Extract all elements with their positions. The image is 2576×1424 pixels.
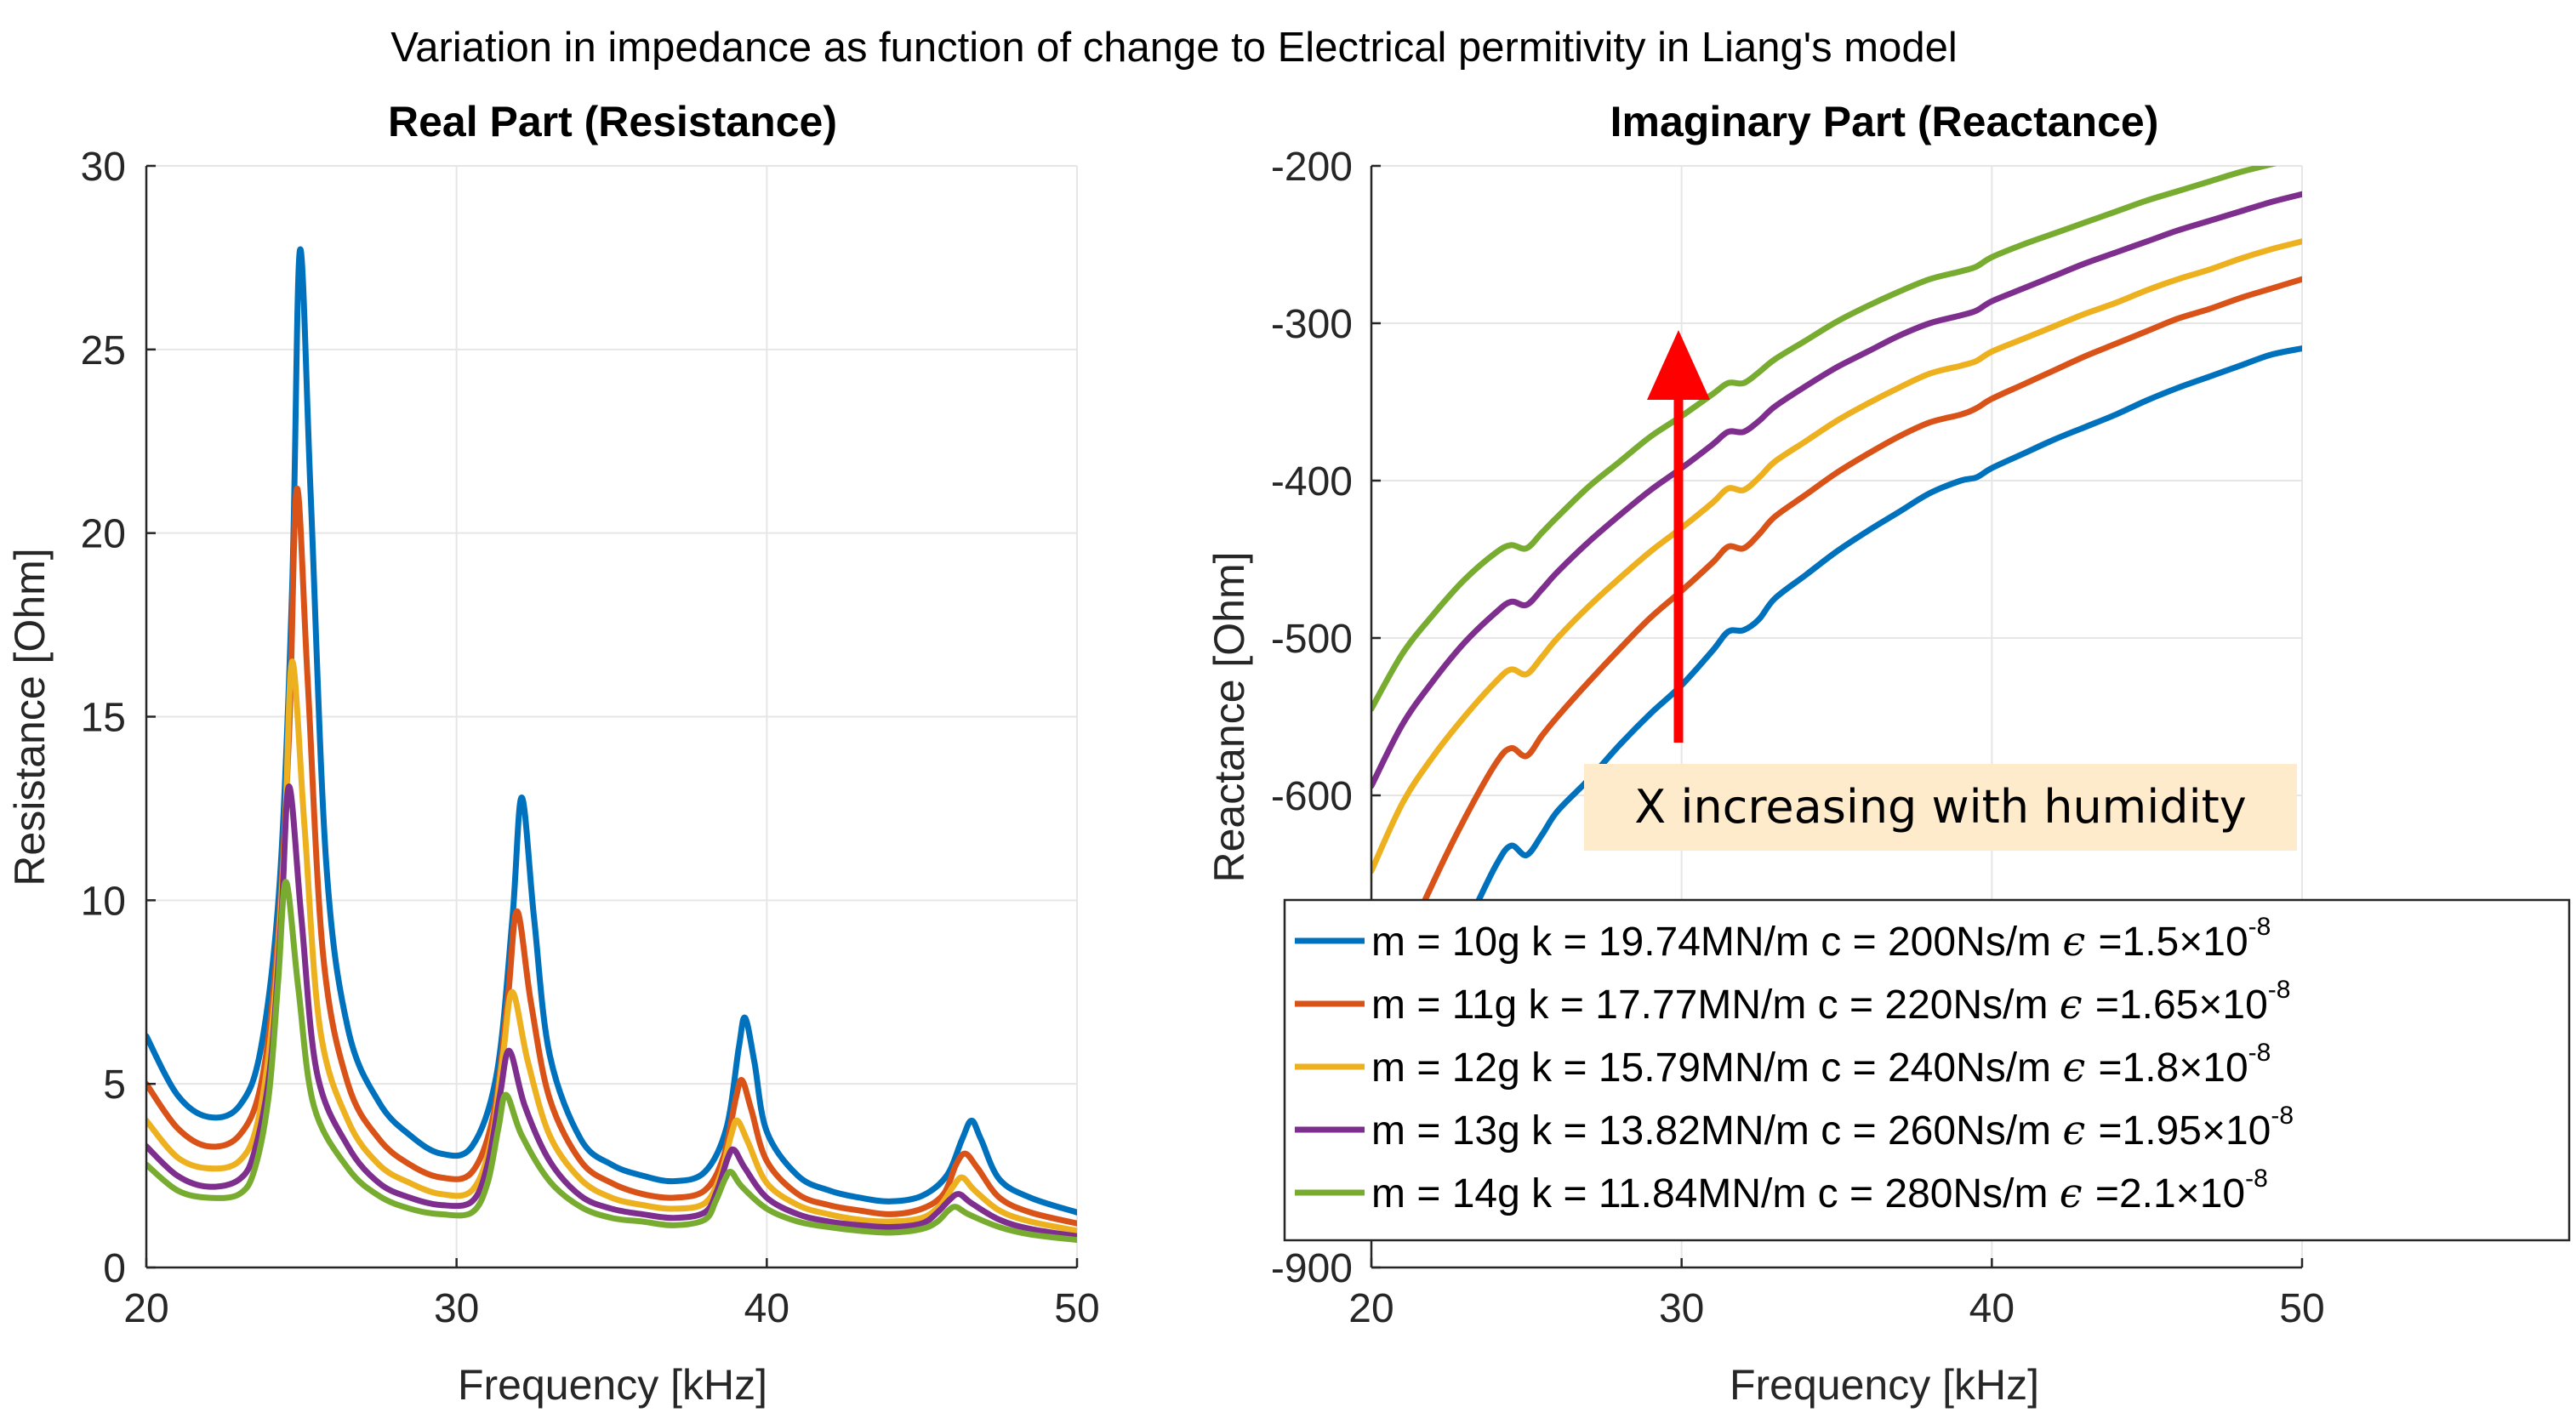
imaginary-part-series-line-2 <box>1371 276 2302 1051</box>
legend-epsilon-symbol: ϵ <box>2062 918 2098 965</box>
imaginary-part-ytick-label: -600 <box>1271 774 1353 819</box>
legend-exponent: -8 <box>2271 1102 2294 1130</box>
real-part-ytick-label: 30 <box>81 145 126 190</box>
legend-exponent: -8 <box>2245 1165 2268 1193</box>
imaginary-part-series-clip <box>1371 166 2302 1145</box>
real-part-series-line-5 <box>146 879 1077 1244</box>
imaginary-part-xtick-label: 30 <box>1659 1286 1704 1331</box>
real-part-ticks: 20 30 40 50 0 5 10 15 20 25 30 <box>81 145 1100 1331</box>
real-part-ytick-label: 10 <box>81 879 126 924</box>
imaginary-part-xlabel: Frequency [kHz] <box>1730 1361 2039 1409</box>
imaginary-part-ytick-label: -400 <box>1271 459 1353 504</box>
imaginary-part-series-line-3 <box>1371 238 2302 874</box>
legend-epsilon-symbol: ϵ <box>2062 1044 2098 1091</box>
imaginary-part-ylabel: Reactance [Ohm] <box>1205 551 1253 882</box>
legend-entries: m = 10g k = 19.74MN/m c = 200Ns/m ϵ =1.5… <box>1295 913 2294 1217</box>
legend-epsilon-value: 1.95×10 <box>2123 1108 2271 1153</box>
legend-epsilon-symbol: ϵ <box>2060 981 2095 1028</box>
real-part-series-line-4 <box>146 783 1077 1239</box>
imaginary-part-series-line-5 <box>1371 166 2277 712</box>
humidity-annotation-box <box>1584 764 2297 851</box>
legend-equals: = <box>2098 920 2122 965</box>
legend-equals: = <box>2095 1171 2119 1216</box>
legend-label-4: m = 13g k = 13.82MN/m c = 260Ns/m ϵ =1.9… <box>1371 1102 2294 1154</box>
legend-label-5: m = 14g k = 11.84MN/m c = 280Ns/m ϵ =2.1… <box>1371 1165 2268 1217</box>
legend-exponent: -8 <box>2248 913 2271 941</box>
legend-epsilon-value: 2.1×10 <box>2119 1171 2245 1216</box>
legend-epsilon-symbol: ϵ <box>2060 1170 2095 1217</box>
legend-box <box>1283 898 2571 1242</box>
real-part-ytick-label: 5 <box>103 1062 126 1108</box>
legend-label-2: m = 11g k = 17.77MN/m c = 220Ns/m ϵ =1.6… <box>1371 976 2290 1028</box>
real-part-series <box>146 246 1077 1244</box>
legend-equals: = <box>2098 1045 2122 1091</box>
imaginary-part-panel: Imaginary Part (Reactance) 20 30 40 50 -900 -… <box>1205 98 2571 1409</box>
humidity-annotation: X increasing with humidity <box>1584 330 2297 851</box>
real-part-title: Real Part (Resistance) <box>388 98 837 145</box>
imaginary-part-xtick-label: 50 <box>2279 1286 2324 1331</box>
real-part-xtick-label: 20 <box>123 1286 168 1331</box>
imaginary-part-series-line-1 <box>1371 345 2302 1145</box>
real-part-xtick-label: 50 <box>1054 1286 1099 1331</box>
figure-title: Variation in impedance as function of ch… <box>390 25 1957 71</box>
legend-label-1: m = 10g k = 19.74MN/m c = 200Ns/m ϵ =1.5… <box>1371 913 2271 965</box>
imaginary-part-ytick-label: -900 <box>1271 1246 1353 1291</box>
real-part-xtick-label: 40 <box>744 1286 789 1331</box>
legend-epsilon-value: 1.5×10 <box>2123 920 2248 965</box>
humidity-arrow-head <box>1647 330 1710 400</box>
real-part-panel: Real Part (Resistance) 20 30 40 50051015202… <box>6 98 1100 1409</box>
legend-equals: = <box>2095 983 2119 1028</box>
legend-epsilon-value: 1.8×10 <box>2123 1045 2248 1091</box>
legend-exponent: -8 <box>2268 976 2291 1004</box>
legend-epsilon-value: 1.65×10 <box>2119 983 2268 1028</box>
real-part-ytick-label: 25 <box>81 328 126 373</box>
real-part-ytick-label: 0 <box>103 1246 126 1291</box>
imaginary-part-xtick-label: 40 <box>1969 1286 2015 1331</box>
imaginary-part-series <box>1371 166 2302 1145</box>
real-part-ylabel: Resistance [Ohm] <box>6 548 54 886</box>
legend-epsilon-symbol: ϵ <box>2062 1107 2098 1154</box>
real-part-series-line-3 <box>146 658 1077 1234</box>
legend-label-3: m = 12g k = 15.79MN/m c = 240Ns/m ϵ =1.8… <box>1371 1039 2271 1091</box>
legend: m = 10g k = 19.74MN/m c = 200Ns/m ϵ =1.5… <box>1283 898 2571 1242</box>
legend-exponent: -8 <box>2248 1039 2271 1067</box>
humidity-annotation-text: X increasing with humidity <box>1634 780 2246 834</box>
real-part-series-clip <box>146 246 1077 1244</box>
real-part-ytick-label: 15 <box>81 696 126 741</box>
real-part-ytick-label: 20 <box>81 512 126 557</box>
legend-equals: = <box>2098 1108 2122 1153</box>
real-part-xtick-label: 30 <box>434 1286 479 1331</box>
imaginary-part-series-line-4 <box>1371 191 2302 789</box>
imaginary-part-title: Imaginary Part (Reactance) <box>1610 98 2159 145</box>
imaginary-part-ytick-label: -300 <box>1271 302 1353 347</box>
imaginary-part-ytick-label: -500 <box>1271 617 1353 662</box>
real-part-xlabel: Frequency [kHz] <box>458 1361 767 1409</box>
imaginary-part-xtick-label: 20 <box>1348 1286 1393 1331</box>
imaginary-part-ytick-label: -200 <box>1271 145 1353 190</box>
